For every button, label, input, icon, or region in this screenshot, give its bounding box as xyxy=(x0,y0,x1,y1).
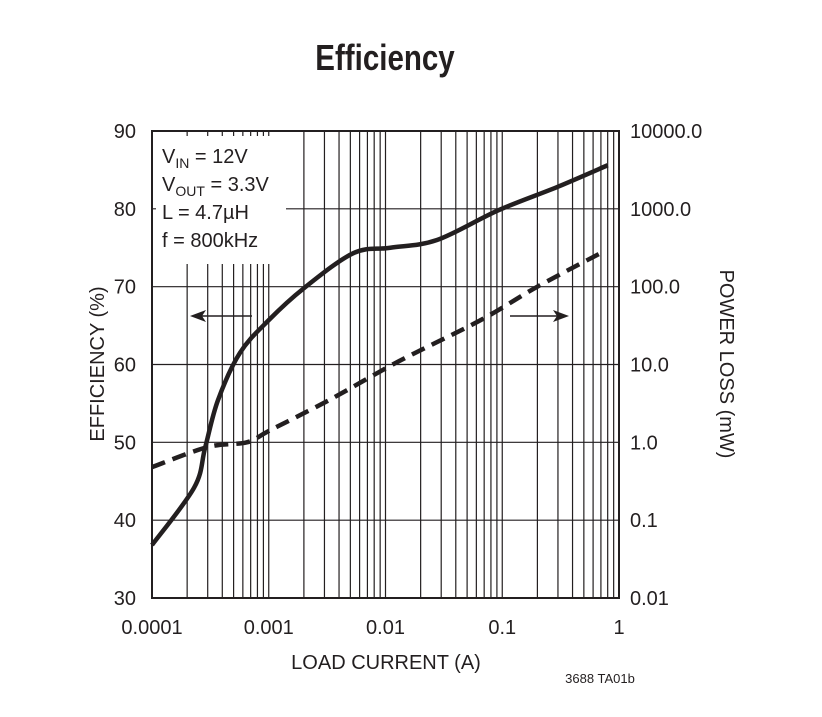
y2-tick-label: 10.0 xyxy=(630,355,669,377)
y-tick-label: 70 xyxy=(114,277,136,299)
y-tick-label: 80 xyxy=(114,199,136,221)
y-tick-label: 30 xyxy=(114,588,136,610)
y2-tick-label: 10000.0 xyxy=(630,121,702,143)
footnote: 3688 TA01b xyxy=(565,671,635,686)
series-layer xyxy=(150,163,609,547)
annotation-inductance: L = 4.7µH xyxy=(162,202,249,224)
plot-frame xyxy=(151,130,620,599)
x-tick-label: 0.001 xyxy=(244,617,294,639)
y2-tick-label: 1.0 xyxy=(630,432,658,454)
annotation-frequency: f = 800kHz xyxy=(162,230,258,252)
x-tick-label: 0.0001 xyxy=(121,617,182,639)
x-tick-label: 0.1 xyxy=(488,617,516,639)
annotation-vout: VOUT = 3.3V xyxy=(162,174,270,199)
x-tick-label: 0.01 xyxy=(366,617,405,639)
y-tick-label: 40 xyxy=(114,510,136,532)
y-tick-label: 90 xyxy=(114,121,136,143)
left-arrow xyxy=(190,310,252,322)
y-axis-label: EFFICIENCY (%) xyxy=(87,286,109,441)
y-tick-label: 60 xyxy=(114,355,136,377)
annotation-vin: VIN = 12V xyxy=(162,146,248,171)
y2-axis-label: POWER LOSS (mW) xyxy=(715,270,737,459)
tick-labels: 0.0001 0.001 0.01 0.1 1 90 80 70 60 50 40 30 10000.0… xyxy=(114,121,703,639)
y2-tick-label: 0.1 xyxy=(630,510,658,532)
y2-tick-label: 0.01 xyxy=(630,588,669,610)
power-loss-curve xyxy=(151,249,605,470)
y-tick-label: 50 xyxy=(114,432,136,454)
x-axis-label: LOAD CURRENT (A) xyxy=(291,652,481,674)
x-tick-label: 1 xyxy=(613,617,624,639)
chart-title: Efficiency xyxy=(315,37,455,77)
y2-tick-label: 100.0 xyxy=(630,277,680,299)
right-arrow xyxy=(510,310,569,322)
y2-tick-label: 1000.0 xyxy=(630,199,691,221)
annotation-box xyxy=(156,136,286,264)
